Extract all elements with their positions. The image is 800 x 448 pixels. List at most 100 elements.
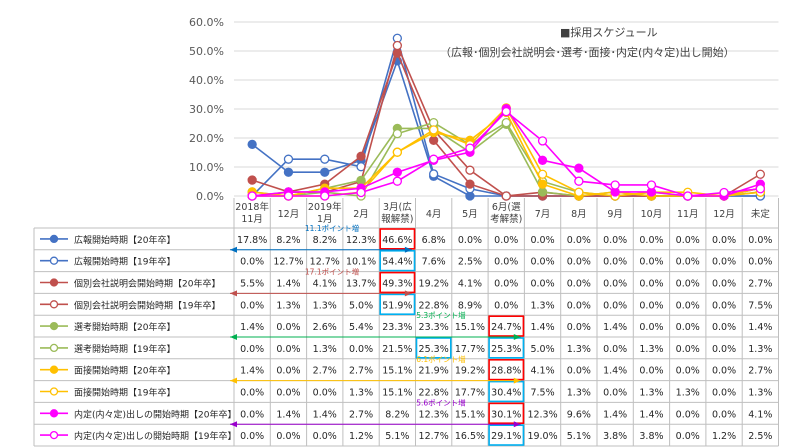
highlight-box bbox=[415, 337, 452, 359]
category-label: 12月 bbox=[713, 209, 735, 220]
data-label: 0.0% bbox=[494, 300, 518, 311]
data-point bbox=[501, 106, 511, 117]
data-label: 25.3% bbox=[491, 344, 521, 355]
category-label: 1月 bbox=[317, 214, 333, 225]
data-label: 0.0% bbox=[276, 322, 300, 333]
category-label: 8月 bbox=[571, 209, 587, 220]
data-label: 1.4% bbox=[603, 322, 627, 333]
data-label: 0.0% bbox=[494, 279, 518, 290]
data-point bbox=[320, 191, 330, 201]
data-point bbox=[428, 125, 439, 135]
data-point bbox=[683, 191, 693, 201]
data-label: 0.0% bbox=[276, 366, 300, 377]
data-label: 3.8% bbox=[603, 431, 627, 442]
data-label: 0.0% bbox=[603, 279, 627, 290]
data-label: 1.3% bbox=[639, 388, 663, 399]
data-point bbox=[537, 187, 548, 197]
data-label: 0.0% bbox=[712, 344, 736, 355]
data-point bbox=[719, 187, 729, 198]
data-label: 1.3% bbox=[567, 388, 591, 399]
data-label: 0.0% bbox=[494, 257, 518, 268]
data-point bbox=[320, 154, 330, 164]
annotation-arrowhead bbox=[230, 421, 237, 428]
data-label: 0.0% bbox=[676, 366, 700, 377]
data-label: 4.1% bbox=[530, 366, 554, 377]
highlight-box bbox=[379, 228, 416, 250]
y-tick-label: 10.0% bbox=[189, 161, 224, 174]
data-label: 23.3% bbox=[382, 322, 412, 333]
data-point bbox=[501, 191, 511, 201]
category-label: 11月 bbox=[677, 209, 699, 220]
data-label: 0.0% bbox=[313, 431, 337, 442]
data-label: 0.0% bbox=[567, 366, 591, 377]
data-label: 5.5% bbox=[240, 279, 264, 290]
data-label: 2.5% bbox=[748, 431, 772, 442]
data-point bbox=[392, 147, 403, 157]
data-label: 0.0% bbox=[639, 366, 663, 377]
data-label: 1.4% bbox=[530, 322, 554, 333]
data-label: 15.1% bbox=[455, 409, 485, 420]
category-label: 3月(広 bbox=[383, 201, 412, 213]
data-point bbox=[574, 163, 584, 173]
series-name: 面接開始時期【20年卒】 bbox=[74, 365, 175, 377]
series-name: 選考開始時期【19年卒】 bbox=[74, 343, 175, 355]
data-point bbox=[320, 167, 330, 177]
legend-key-marker bbox=[49, 387, 59, 396]
data-label: 0.0% bbox=[639, 235, 663, 246]
data-label: 0.0% bbox=[712, 300, 736, 311]
data-label: 4.1% bbox=[748, 409, 772, 420]
data-label: 22.8% bbox=[419, 388, 449, 399]
data-point bbox=[574, 187, 584, 197]
data-label: 49.3% bbox=[382, 279, 412, 290]
data-label: 4.1% bbox=[313, 279, 337, 290]
data-label: 2.5% bbox=[458, 257, 482, 268]
data-label: 1.3% bbox=[748, 388, 772, 399]
highlight-box bbox=[488, 402, 525, 424]
data-label: 12.3% bbox=[419, 409, 449, 420]
data-label: 0.0% bbox=[603, 388, 627, 399]
data-label: 15.1% bbox=[382, 388, 412, 399]
data-label: 0.0% bbox=[712, 366, 736, 377]
data-label: 12.7% bbox=[310, 257, 340, 268]
y-tick-label: 30.0% bbox=[189, 103, 224, 116]
data-label: 0.0% bbox=[530, 279, 554, 290]
data-point bbox=[465, 179, 475, 189]
data-label: 0.0% bbox=[676, 409, 700, 420]
data-label: 5.1% bbox=[567, 431, 591, 442]
data-label: 1.3% bbox=[676, 388, 700, 399]
data-label: 30.1% bbox=[491, 409, 521, 420]
data-label: 0.0% bbox=[748, 235, 772, 246]
data-label: 1.4% bbox=[313, 409, 337, 420]
data-point bbox=[356, 187, 366, 198]
data-label: 0.0% bbox=[676, 300, 700, 311]
data-label: 0.0% bbox=[240, 388, 264, 399]
data-label: 0.0% bbox=[276, 344, 300, 355]
legend-key-marker bbox=[49, 300, 59, 309]
data-label: 17.8% bbox=[237, 235, 267, 246]
data-label: 1.3% bbox=[313, 344, 337, 355]
data-point bbox=[428, 154, 439, 164]
data-label: 13.7% bbox=[346, 279, 376, 290]
data-label: 3.8% bbox=[639, 431, 663, 442]
category-label: 5月 bbox=[462, 209, 478, 220]
data-label: 1.4% bbox=[240, 322, 264, 333]
data-label: 0.0% bbox=[567, 235, 591, 246]
data-label: 2.7% bbox=[748, 366, 772, 377]
category-label: 未定 bbox=[751, 208, 771, 220]
data-point bbox=[501, 117, 511, 128]
data-label: 0.0% bbox=[639, 300, 663, 311]
legend-key-marker bbox=[49, 256, 59, 265]
category-label: 11月 bbox=[241, 214, 263, 225]
data-point bbox=[537, 179, 548, 189]
data-point bbox=[537, 155, 548, 165]
data-label: 5.1% bbox=[385, 431, 409, 442]
data-label: 12.3% bbox=[346, 235, 376, 246]
y-tick-label: 0.0% bbox=[196, 190, 224, 203]
data-label: 0.0% bbox=[676, 279, 700, 290]
data-label: 0.0% bbox=[603, 344, 627, 355]
data-label: 0.0% bbox=[276, 431, 300, 442]
data-label: 16.5% bbox=[455, 431, 485, 442]
data-label: 8.2% bbox=[276, 235, 300, 246]
legend-key-marker bbox=[49, 278, 59, 287]
annotation-arrowhead bbox=[513, 377, 521, 384]
